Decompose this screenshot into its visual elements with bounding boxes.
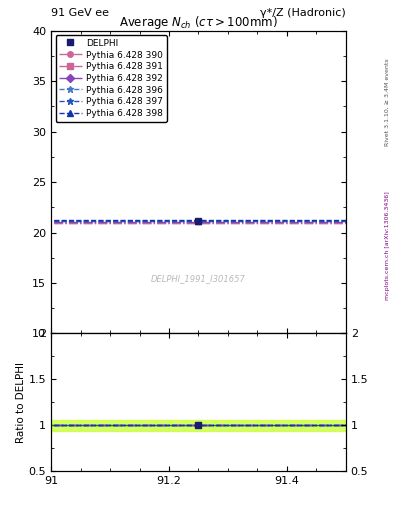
Title: Average $N_{ch}$ ($c\tau > 100$mm): Average $N_{ch}$ ($c\tau > 100$mm)	[119, 14, 278, 31]
Bar	[51, 420, 346, 431]
Text: mcplots.cern.ch [arXiv:1306.3436]: mcplots.cern.ch [arXiv:1306.3436]	[385, 191, 390, 300]
Text: 91 GeV ee: 91 GeV ee	[51, 8, 109, 18]
Legend: DELPHI, Pythia 6.428 390, Pythia 6.428 391, Pythia 6.428 392, Pythia 6.428 396, : DELPHI, Pythia 6.428 390, Pythia 6.428 3…	[55, 35, 167, 122]
Text: γ*/Z (Hadronic): γ*/Z (Hadronic)	[260, 8, 346, 18]
Text: DELPHI_1991_I301657: DELPHI_1991_I301657	[151, 274, 246, 284]
Y-axis label: Ratio to DELPHI: Ratio to DELPHI	[16, 362, 26, 443]
Text: Rivet 3.1.10, ≥ 3.4M events: Rivet 3.1.10, ≥ 3.4M events	[385, 58, 390, 146]
